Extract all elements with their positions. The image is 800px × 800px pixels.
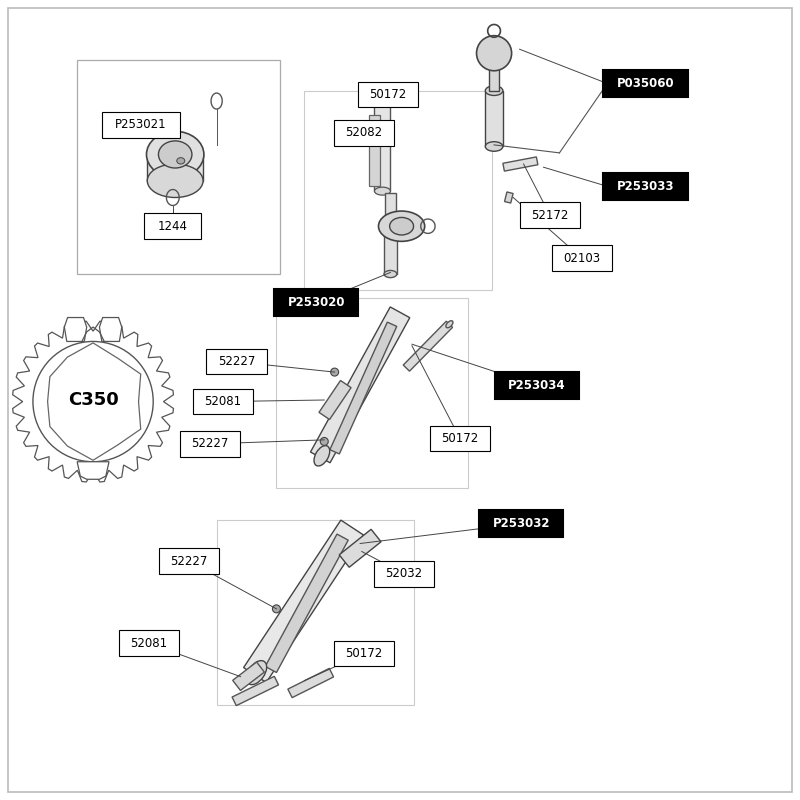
Text: P253034: P253034 (508, 379, 566, 392)
Text: P253021: P253021 (115, 118, 166, 131)
Ellipse shape (378, 211, 425, 242)
FancyBboxPatch shape (479, 510, 563, 537)
FancyBboxPatch shape (520, 202, 580, 228)
Ellipse shape (314, 446, 330, 466)
Polygon shape (505, 192, 513, 203)
Text: 52081: 52081 (130, 637, 167, 650)
Polygon shape (503, 157, 538, 171)
Polygon shape (319, 381, 351, 419)
FancyBboxPatch shape (430, 426, 490, 451)
FancyBboxPatch shape (77, 60, 281, 274)
Text: P253033: P253033 (617, 180, 674, 193)
Ellipse shape (330, 368, 338, 376)
Polygon shape (47, 343, 141, 460)
FancyBboxPatch shape (193, 389, 253, 414)
Ellipse shape (246, 661, 266, 685)
Text: 52227: 52227 (170, 554, 207, 567)
Ellipse shape (158, 141, 192, 168)
Polygon shape (288, 668, 334, 698)
Text: P253020: P253020 (287, 296, 345, 310)
FancyBboxPatch shape (374, 561, 434, 586)
Text: C350: C350 (68, 391, 118, 409)
Ellipse shape (374, 187, 390, 195)
Polygon shape (374, 101, 390, 191)
Circle shape (477, 36, 512, 70)
FancyBboxPatch shape (334, 641, 394, 666)
FancyBboxPatch shape (180, 431, 240, 457)
Polygon shape (330, 322, 397, 454)
Polygon shape (77, 462, 109, 479)
Text: 50172: 50172 (346, 647, 382, 660)
Polygon shape (339, 530, 381, 567)
Circle shape (33, 342, 154, 462)
Polygon shape (64, 318, 86, 342)
Polygon shape (403, 321, 453, 371)
Ellipse shape (147, 164, 203, 198)
Ellipse shape (177, 158, 185, 164)
Text: 52081: 52081 (205, 395, 242, 408)
FancyBboxPatch shape (603, 173, 687, 200)
FancyBboxPatch shape (206, 349, 266, 374)
Text: 52227: 52227 (218, 355, 255, 368)
Ellipse shape (446, 321, 453, 328)
Polygon shape (147, 154, 203, 181)
Polygon shape (310, 307, 410, 462)
Text: 52172: 52172 (531, 209, 569, 222)
Polygon shape (490, 65, 499, 90)
FancyBboxPatch shape (603, 70, 687, 97)
Polygon shape (486, 90, 503, 146)
FancyBboxPatch shape (158, 548, 219, 574)
Text: 50172: 50172 (441, 432, 478, 445)
FancyBboxPatch shape (552, 246, 612, 271)
Ellipse shape (384, 270, 397, 278)
Polygon shape (266, 534, 348, 673)
Text: 1244: 1244 (158, 220, 188, 233)
FancyBboxPatch shape (102, 112, 180, 138)
Ellipse shape (486, 142, 503, 151)
Text: 52227: 52227 (191, 438, 229, 450)
Text: 02103: 02103 (563, 251, 600, 265)
FancyBboxPatch shape (304, 90, 492, 290)
Polygon shape (233, 662, 264, 690)
FancyBboxPatch shape (495, 372, 579, 399)
Polygon shape (243, 520, 363, 682)
Polygon shape (384, 233, 397, 274)
Text: 52032: 52032 (386, 567, 422, 580)
FancyBboxPatch shape (334, 120, 394, 146)
FancyBboxPatch shape (358, 82, 418, 107)
Polygon shape (232, 676, 278, 706)
Text: 52082: 52082 (346, 126, 382, 139)
FancyBboxPatch shape (118, 630, 179, 656)
FancyBboxPatch shape (144, 214, 202, 239)
Polygon shape (99, 318, 122, 342)
Text: P035060: P035060 (617, 77, 674, 90)
Polygon shape (385, 193, 396, 237)
FancyBboxPatch shape (8, 8, 792, 792)
Ellipse shape (273, 605, 281, 613)
FancyBboxPatch shape (277, 298, 468, 488)
Ellipse shape (320, 438, 328, 446)
FancyBboxPatch shape (274, 289, 358, 316)
Polygon shape (370, 114, 380, 186)
Ellipse shape (374, 97, 390, 105)
Ellipse shape (486, 86, 503, 95)
Ellipse shape (390, 218, 414, 235)
FancyBboxPatch shape (217, 519, 414, 705)
Text: 50172: 50172 (370, 88, 406, 101)
Polygon shape (13, 322, 174, 482)
Ellipse shape (146, 131, 204, 178)
Text: P253032: P253032 (493, 517, 550, 530)
